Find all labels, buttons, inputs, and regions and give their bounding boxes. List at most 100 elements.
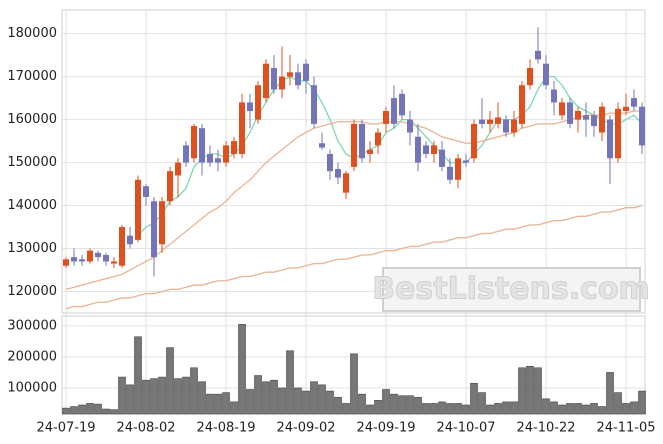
volume-bar (70, 406, 78, 415)
x-tick-label: 24-10-07 (436, 421, 495, 436)
candle-body (567, 102, 573, 124)
volume-bar (638, 390, 646, 415)
candle-body (103, 254, 109, 262)
candle-body (559, 102, 565, 116)
candle-body (247, 102, 253, 111)
candle-body (591, 115, 597, 127)
volume-bar (94, 403, 102, 415)
candle-body (471, 123, 477, 159)
y-tick-label: 180000 (7, 26, 57, 41)
candle-body (607, 119, 613, 159)
volume-bar (366, 404, 374, 415)
candle-body (207, 153, 213, 163)
candle-body (455, 158, 461, 180)
candle-body (623, 106, 629, 111)
y-tick-label: 200000 (7, 349, 57, 364)
volume-bar (566, 403, 574, 415)
volume-bar (118, 376, 126, 415)
volume-bar (222, 392, 230, 415)
candle-body (215, 158, 221, 163)
candle-body (503, 119, 509, 133)
volume-bar (342, 403, 350, 415)
volume-bar (254, 375, 262, 415)
volume-bar (358, 393, 366, 415)
volume-bar (590, 403, 598, 415)
candle-body (231, 141, 237, 154)
candle-body (71, 257, 77, 262)
volume-bar (230, 401, 238, 415)
volume-bar (558, 404, 566, 415)
volume-bar (550, 401, 558, 415)
candle-body (439, 149, 445, 167)
candle-body (431, 145, 437, 154)
volume-bar (374, 400, 382, 415)
candle-body (319, 143, 325, 148)
candle-body (599, 106, 605, 133)
candle-body (239, 102, 245, 154)
volume-bar (246, 389, 254, 415)
volume-bar (382, 389, 390, 415)
candle-body (343, 173, 349, 193)
candle-body (407, 119, 413, 133)
y-tick-label: 120000 (7, 284, 57, 299)
volume-bar (502, 401, 510, 415)
volume-bar (494, 403, 502, 415)
candle-body (639, 106, 645, 146)
volume-bar (414, 396, 422, 415)
candle-body (119, 227, 125, 266)
candle-body (271, 68, 277, 90)
volume-bar (78, 404, 86, 415)
candle-body (479, 119, 485, 124)
volume-bar (158, 376, 166, 415)
volume-bar (438, 401, 446, 415)
volume-bar (302, 390, 310, 415)
candle-body (199, 128, 205, 163)
volume-bar (294, 387, 302, 415)
candle-body (423, 145, 429, 154)
volume-bar (454, 403, 462, 415)
candle-body (583, 115, 589, 120)
volume-bar (470, 382, 478, 415)
candle-body (575, 111, 581, 120)
candle-body (303, 63, 309, 81)
candle-body (487, 119, 493, 124)
volume-bar (422, 403, 430, 415)
volume-bar (478, 392, 486, 415)
volume-bar (526, 365, 534, 415)
price-panel (61, 9, 646, 314)
volume-bar (238, 324, 246, 415)
volume-bar (486, 404, 494, 415)
candle-body (543, 63, 549, 86)
volume-bar (310, 381, 318, 415)
y-tick-label: 100000 (7, 380, 57, 395)
candle-body (463, 160, 469, 163)
candle-body (311, 85, 317, 124)
candle-body (263, 63, 269, 99)
volume-bar (134, 336, 142, 415)
moving-average-line (137, 75, 643, 237)
volume-bar (62, 407, 70, 415)
volume-bar (406, 395, 414, 415)
x-tick-label: 24-08-19 (196, 421, 255, 436)
candle-body (127, 235, 133, 245)
volume-bar (542, 398, 550, 415)
candle-body (95, 252, 101, 258)
volume-bar (334, 396, 342, 415)
candle-body (551, 89, 557, 103)
candle-body (535, 50, 541, 60)
moving-average-line (65, 204, 643, 310)
candle-body (159, 201, 165, 245)
volume-bar (598, 406, 606, 415)
volume-bar (462, 404, 470, 415)
volume-bar (174, 378, 182, 415)
y-tick-label: 160000 (7, 112, 57, 127)
candle-body (191, 126, 197, 159)
candle-body (399, 93, 405, 116)
candle-body (631, 98, 637, 107)
volume-bar (318, 384, 326, 415)
volume-bar (622, 403, 630, 415)
x-tick-label: 24-08-02 (116, 421, 175, 436)
candle-body (79, 259, 85, 262)
y-tick-label: 130000 (7, 241, 57, 256)
